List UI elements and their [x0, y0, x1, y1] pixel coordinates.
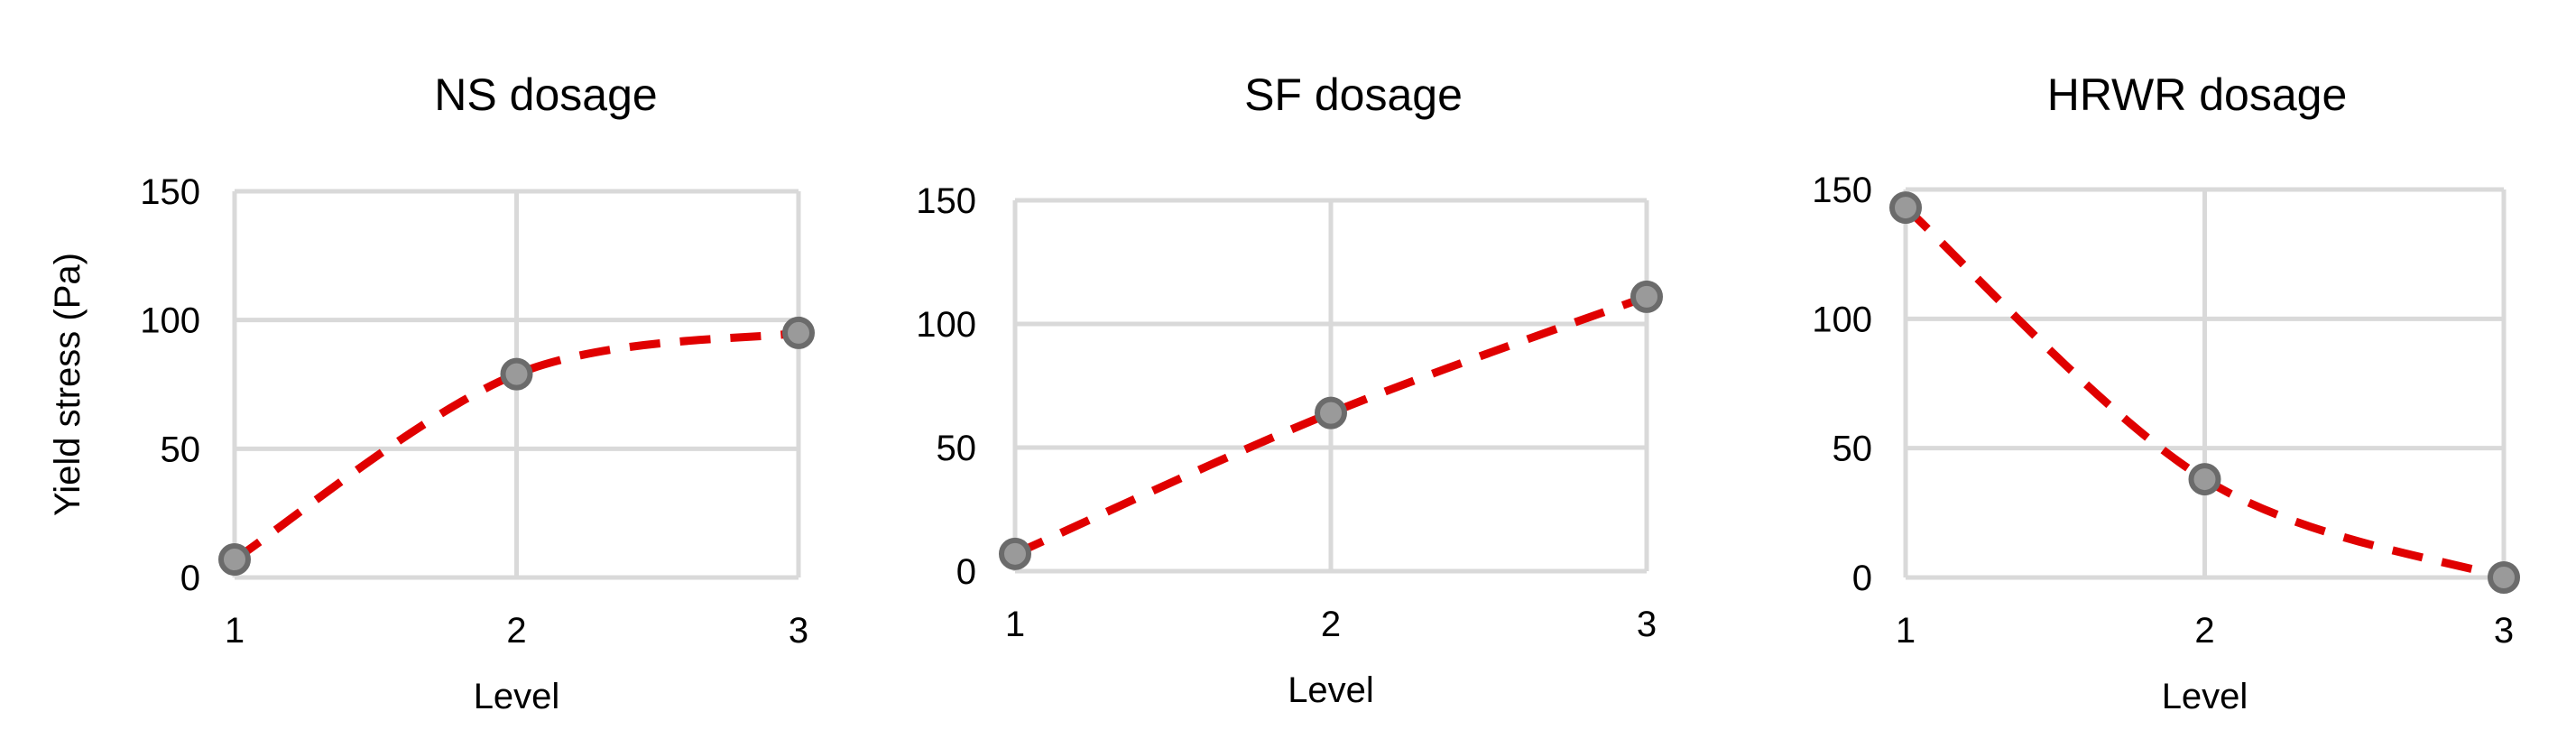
y-tick-label: 150: [140, 172, 200, 212]
data-point-2: [1315, 396, 1347, 430]
x-axis-label: Level: [1288, 670, 1374, 710]
data-point-3: [782, 316, 815, 349]
x-tick-label: 1: [1005, 605, 1025, 644]
data-point-1: [999, 537, 1031, 570]
y-tick-label: 150: [1812, 171, 1872, 210]
x-tick-label: 3: [2494, 611, 2514, 651]
y-tick-label: 0: [180, 559, 200, 598]
x-tick-label: 2: [1321, 605, 1341, 644]
y-tick-label: 100: [916, 305, 976, 345]
y-tick-label: 100: [140, 301, 200, 341]
x-axis-label: Level: [2162, 677, 2248, 716]
chart-title: SF dosage: [1244, 69, 1463, 120]
x-tick-label: 2: [2194, 611, 2214, 651]
y-tick-label: 0: [1852, 559, 1872, 598]
x-tick-label: 1: [1896, 611, 1916, 651]
data-point-1: [218, 543, 251, 577]
y-tick-label: 50: [161, 430, 201, 469]
data-point-3: [2488, 561, 2520, 594]
chart-panel-3: 0 50 100 150 1 2 3 HRWR dosage Level: [1812, 69, 2520, 716]
data-point-2: [2188, 463, 2221, 496]
y-tick-label: 100: [1812, 300, 1872, 339]
data-point-1: [1889, 191, 1922, 225]
x-tick-label: 3: [1637, 605, 1657, 644]
x-axis-label: Level: [474, 677, 560, 716]
y-tick-label: 150: [916, 181, 976, 221]
chart-panel-2: 0 50 100 150 1 2 3 SF dosage Level: [916, 69, 1663, 710]
y-tick-label: 0: [956, 552, 976, 592]
y-axis-label: Yield stress (Pa): [48, 253, 88, 516]
chart-panel-1: 0 50 100 150 1 2 3 NS dosage Level Yield stress (…: [48, 69, 815, 716]
data-point-2: [500, 357, 533, 391]
data-point-3: [1630, 280, 1663, 313]
chart-title: HRWR dosage: [2047, 69, 2348, 120]
x-tick-label: 1: [225, 611, 245, 651]
y-tick-label: 50: [937, 429, 977, 468]
series-line: [232, 328, 799, 563]
x-tick-label: 2: [506, 611, 526, 651]
chart-title: NS dosage: [434, 69, 657, 120]
y-tick-label: 50: [1833, 430, 1873, 469]
x-tick-label: 3: [789, 611, 808, 651]
